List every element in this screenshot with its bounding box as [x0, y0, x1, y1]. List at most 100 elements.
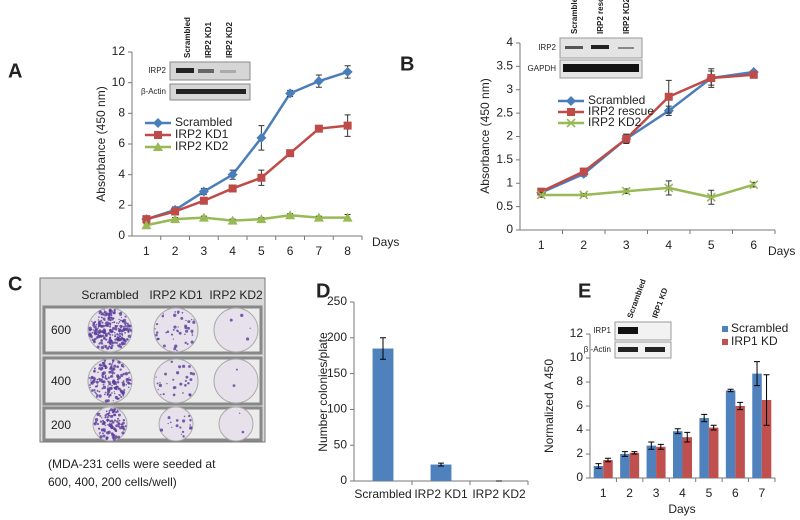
colony	[172, 328, 175, 331]
colony	[108, 382, 112, 386]
colony	[127, 386, 130, 389]
colony	[121, 319, 124, 323]
colony	[115, 341, 118, 345]
y-tick-label: 4	[118, 167, 125, 181]
colony	[111, 342, 113, 344]
legend-label: Scrambled	[588, 93, 645, 107]
colony	[111, 317, 114, 321]
western-blot-inset: IRP2 β-Actin Scrambled IRP2 KD1 IRP2 KD2	[141, 17, 251, 101]
colony	[91, 320, 93, 323]
colony	[108, 336, 112, 340]
colony	[99, 335, 103, 338]
x-tick-label: 7	[758, 486, 765, 500]
x-tick-label: 2	[580, 238, 587, 252]
marker	[342, 66, 353, 77]
colony	[122, 325, 125, 328]
colony	[119, 324, 123, 328]
colony	[103, 336, 106, 339]
colony	[173, 325, 177, 329]
colony	[113, 341, 117, 344]
colony	[93, 339, 96, 342]
marker	[256, 132, 267, 143]
colony	[91, 331, 94, 334]
colony	[105, 321, 109, 325]
colony	[123, 388, 126, 391]
marker	[198, 186, 209, 197]
blot-row-label: β -Actin	[584, 345, 611, 354]
colony	[97, 319, 100, 321]
colony	[94, 391, 96, 393]
colony	[162, 313, 165, 315]
colony	[111, 392, 113, 394]
blot-band	[645, 347, 665, 352]
panel-letter: C	[8, 273, 22, 295]
colony	[174, 311, 177, 313]
colony	[109, 367, 112, 370]
colony	[182, 392, 184, 394]
colony	[95, 392, 97, 395]
marker	[313, 76, 324, 87]
x-tick-label: 3	[653, 486, 660, 500]
colony	[123, 321, 127, 325]
x-tick-label: 6	[287, 244, 294, 258]
colony	[104, 313, 107, 317]
colony	[103, 329, 106, 332]
colony	[159, 382, 161, 384]
colony	[94, 385, 97, 388]
bar	[752, 373, 762, 478]
blot-column-label: Scrambled	[183, 17, 192, 58]
colony	[124, 315, 127, 318]
colony	[102, 385, 107, 390]
colony	[93, 337, 97, 341]
colony	[124, 331, 127, 334]
colony	[165, 331, 168, 334]
colony	[102, 383, 105, 386]
colony	[112, 400, 114, 402]
colony	[90, 382, 93, 385]
colony	[110, 330, 114, 334]
colony	[184, 379, 187, 382]
colony	[119, 319, 122, 322]
blot-band	[618, 347, 638, 352]
marker	[749, 70, 758, 79]
series-line	[146, 214, 348, 227]
caption-line: 600, 400, 200 cells/well)	[48, 475, 177, 489]
colony	[116, 380, 120, 384]
colony	[182, 435, 185, 438]
colony	[229, 318, 233, 322]
colony	[159, 428, 164, 432]
blot-strip	[614, 321, 672, 341]
y-tick-label: 10	[570, 350, 584, 364]
colony	[92, 324, 95, 327]
panel-letter: A	[8, 60, 22, 82]
colony	[162, 344, 166, 348]
colony	[122, 426, 125, 429]
colony	[116, 322, 118, 324]
colony	[97, 335, 101, 339]
colony	[129, 329, 133, 332]
colony	[155, 331, 159, 334]
y-tick-label: 4	[506, 35, 513, 49]
blot-row-label: GAPDH	[528, 64, 557, 73]
colony	[121, 431, 125, 435]
x-tick-label: 5	[706, 486, 713, 500]
colony	[155, 333, 158, 337]
colony	[187, 382, 190, 385]
colony	[170, 333, 174, 336]
colony	[110, 423, 113, 425]
colony	[107, 376, 110, 379]
x-tick-label: 4	[229, 244, 236, 258]
series-line	[540, 70, 754, 194]
y-tick-label: 2	[118, 198, 125, 212]
colony	[100, 316, 103, 319]
error-bar	[657, 443, 664, 450]
colony	[100, 341, 102, 344]
blot-band	[618, 327, 638, 334]
colony	[103, 310, 107, 314]
colony	[116, 409, 118, 411]
marker	[256, 214, 267, 224]
colony	[154, 328, 156, 330]
colony	[128, 376, 130, 378]
colony	[109, 386, 111, 389]
blot-row-label: β-Actin	[141, 87, 166, 96]
